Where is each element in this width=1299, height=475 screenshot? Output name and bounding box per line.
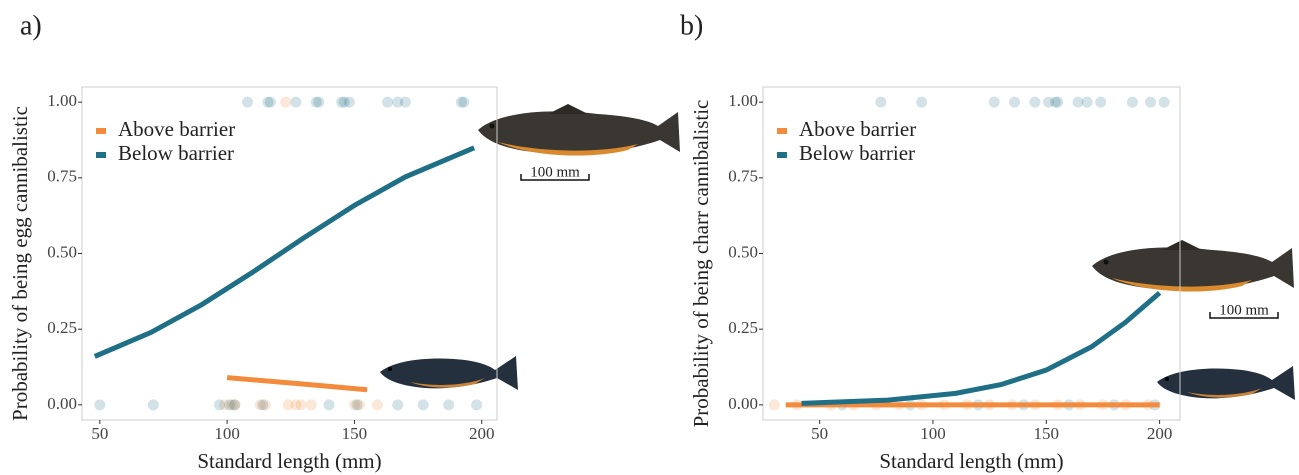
- observation-point: [242, 97, 253, 108]
- observation-point: [290, 97, 301, 108]
- observation-point: [1095, 97, 1106, 108]
- observation-point: [344, 97, 355, 108]
- observation-point: [400, 97, 411, 108]
- legend-swatch: [96, 152, 106, 158]
- observation-point: [989, 97, 1000, 108]
- observation-point: [214, 399, 225, 410]
- x-tick-label: 50: [91, 424, 108, 443]
- observation-point: [295, 399, 306, 410]
- observation-point: [257, 399, 268, 410]
- x-tick-label: 200: [469, 424, 495, 443]
- observation-point: [443, 399, 454, 410]
- fitted-line: [802, 293, 1160, 403]
- y-tick-label: 0.75: [47, 167, 77, 186]
- x-axis-title: Standard length (mm): [879, 449, 1063, 473]
- legend-label: Above barrier: [799, 117, 916, 141]
- observation-point: [94, 399, 105, 410]
- observation-point: [351, 399, 362, 410]
- scale-label: 100 mm: [530, 164, 580, 180]
- fitted-line: [227, 378, 367, 390]
- legend-swatch: [96, 128, 106, 134]
- observation-point: [280, 97, 291, 108]
- panel-label: b): [680, 10, 703, 41]
- observation-point: [229, 399, 240, 410]
- observation-point: [148, 399, 159, 410]
- observation-point: [916, 97, 927, 108]
- y-tick-label: 1.00: [47, 91, 77, 110]
- y-tick-label: 0.25: [728, 318, 758, 337]
- x-tick-label: 100: [920, 424, 946, 443]
- observation-point: [372, 399, 383, 410]
- legend-label: Below barrier: [118, 141, 234, 165]
- observation-point: [1029, 97, 1040, 108]
- panel-label: a): [20, 10, 42, 41]
- observation-point: [1082, 97, 1093, 108]
- y-tick-label: 1.00: [728, 91, 758, 110]
- observation-point: [1009, 97, 1020, 108]
- y-tick-label: 0.75: [728, 167, 758, 186]
- observation-point: [1127, 97, 1138, 108]
- x-tick-label: 150: [1034, 424, 1060, 443]
- y-tick-label: 0.25: [47, 318, 77, 337]
- legend-label: Above barrier: [118, 117, 235, 141]
- fish-image: [1157, 366, 1295, 400]
- observation-point: [265, 97, 276, 108]
- observation-point: [418, 399, 429, 410]
- observation-point: [323, 399, 334, 410]
- observation-point: [769, 399, 780, 410]
- scale-label: 100 mm: [1219, 302, 1269, 318]
- observation-point: [458, 97, 469, 108]
- x-tick-label: 150: [342, 424, 368, 443]
- observation-point: [1159, 97, 1170, 108]
- y-axis-title: Probability of being egg cannibalistic: [8, 106, 32, 421]
- x-tick-label: 200: [1147, 424, 1173, 443]
- legend-swatch: [777, 128, 787, 134]
- y-tick-label: 0.00: [728, 394, 758, 413]
- x-tick-label: 100: [214, 424, 240, 443]
- observation-point: [392, 399, 403, 410]
- fish-image: [478, 104, 680, 156]
- observation-point: [382, 97, 393, 108]
- y-axis-title: Probability of being charr cannibalistic: [689, 100, 713, 428]
- observation-point: [1052, 97, 1063, 108]
- observation-point: [471, 399, 482, 410]
- figure: a) 0.00 0.25 0.50 0.75 1.00 50 100 150 200 Standar…: [0, 0, 1299, 475]
- legend-label: Below barrier: [799, 141, 915, 165]
- y-tick-label: 0.50: [47, 242, 77, 261]
- observation-point: [313, 97, 324, 108]
- fish-image: [1092, 240, 1294, 292]
- y-tick-label: 0.50: [728, 242, 758, 261]
- observation-point: [306, 399, 317, 410]
- x-tick-label: 50: [811, 424, 828, 443]
- observation-point: [1145, 97, 1156, 108]
- observation-point: [875, 97, 886, 108]
- y-tick-label: 0.00: [47, 394, 77, 413]
- x-axis-title: Standard length (mm): [197, 449, 381, 473]
- legend-swatch: [777, 152, 787, 158]
- fitted-line: [95, 148, 474, 357]
